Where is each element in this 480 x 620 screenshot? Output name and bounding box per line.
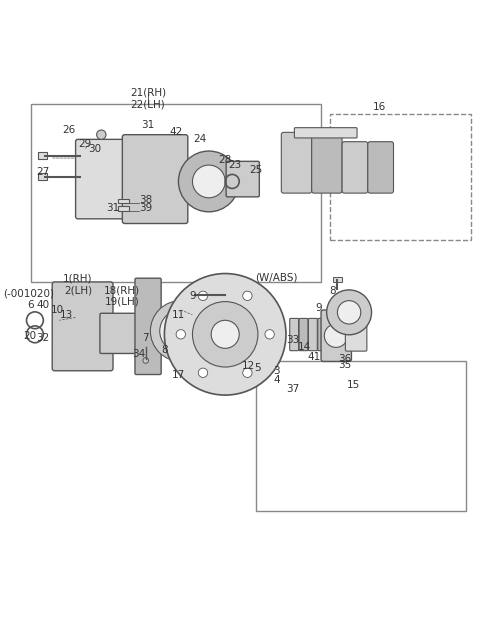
Text: 32: 32 xyxy=(36,333,49,343)
Text: (-001020): (-001020) xyxy=(3,289,54,299)
Circle shape xyxy=(192,165,225,198)
FancyBboxPatch shape xyxy=(118,199,130,203)
Text: 21(RH)
22(LH): 21(RH) 22(LH) xyxy=(130,88,166,110)
Circle shape xyxy=(176,330,185,339)
FancyBboxPatch shape xyxy=(318,319,327,351)
Circle shape xyxy=(150,301,211,361)
Text: 14: 14 xyxy=(298,342,312,352)
FancyBboxPatch shape xyxy=(100,313,149,353)
Text: 5: 5 xyxy=(254,363,261,373)
Text: 10: 10 xyxy=(50,305,63,315)
Text: 37: 37 xyxy=(287,384,300,394)
Text: 13: 13 xyxy=(60,309,73,320)
Text: 24: 24 xyxy=(193,135,206,144)
Text: 8: 8 xyxy=(329,286,336,296)
Text: 40: 40 xyxy=(36,300,49,311)
Text: 20: 20 xyxy=(24,330,37,341)
Text: 33: 33 xyxy=(287,335,300,345)
Text: 38: 38 xyxy=(139,195,152,205)
Text: 25: 25 xyxy=(249,165,262,175)
Text: 31: 31 xyxy=(107,203,120,213)
Text: 9: 9 xyxy=(315,303,322,312)
Text: 3: 3 xyxy=(273,366,280,376)
FancyBboxPatch shape xyxy=(38,173,47,180)
Text: 8: 8 xyxy=(161,345,168,355)
FancyBboxPatch shape xyxy=(38,152,47,159)
Circle shape xyxy=(176,326,185,335)
Circle shape xyxy=(179,151,239,212)
Circle shape xyxy=(243,368,252,378)
FancyBboxPatch shape xyxy=(290,319,299,351)
Text: 35: 35 xyxy=(338,360,351,370)
FancyBboxPatch shape xyxy=(135,278,161,374)
Circle shape xyxy=(96,130,106,140)
Circle shape xyxy=(192,301,258,367)
FancyBboxPatch shape xyxy=(75,140,127,219)
Text: 36: 36 xyxy=(338,354,351,364)
Text: 6: 6 xyxy=(27,300,34,311)
FancyBboxPatch shape xyxy=(122,135,188,223)
Circle shape xyxy=(265,330,274,339)
FancyBboxPatch shape xyxy=(281,132,312,193)
Circle shape xyxy=(198,291,208,301)
Circle shape xyxy=(143,358,148,363)
FancyBboxPatch shape xyxy=(345,318,367,351)
Text: 31: 31 xyxy=(142,120,155,130)
Text: 17: 17 xyxy=(172,371,185,381)
Text: 9: 9 xyxy=(189,291,196,301)
Circle shape xyxy=(165,273,286,395)
Circle shape xyxy=(327,290,372,335)
Circle shape xyxy=(198,368,208,378)
Text: 34: 34 xyxy=(132,350,145,360)
Text: 26: 26 xyxy=(62,125,75,135)
Circle shape xyxy=(160,310,202,352)
Text: 18(RH)
19(LH): 18(RH) 19(LH) xyxy=(104,285,141,307)
Text: 23: 23 xyxy=(228,160,241,170)
Text: 12: 12 xyxy=(242,361,255,371)
Text: 15: 15 xyxy=(347,380,360,390)
FancyBboxPatch shape xyxy=(309,319,317,351)
Text: (W/ABS): (W/ABS) xyxy=(255,272,298,282)
FancyBboxPatch shape xyxy=(333,277,342,282)
Text: 27: 27 xyxy=(36,167,49,177)
Text: 30: 30 xyxy=(88,144,101,154)
Text: 29: 29 xyxy=(78,139,92,149)
Text: 4: 4 xyxy=(273,375,280,385)
Circle shape xyxy=(243,291,252,301)
Text: 42: 42 xyxy=(169,127,183,138)
FancyBboxPatch shape xyxy=(368,142,394,193)
FancyBboxPatch shape xyxy=(299,319,308,351)
Text: 39: 39 xyxy=(139,203,152,213)
Text: 7: 7 xyxy=(143,333,149,343)
Text: 11: 11 xyxy=(172,309,185,320)
Text: 1(RH)
2(LH): 1(RH) 2(LH) xyxy=(63,273,93,295)
FancyBboxPatch shape xyxy=(294,128,357,138)
FancyBboxPatch shape xyxy=(226,161,259,197)
FancyBboxPatch shape xyxy=(342,142,368,193)
Text: 28: 28 xyxy=(218,156,232,166)
Text: 16: 16 xyxy=(373,102,386,112)
Circle shape xyxy=(211,321,239,348)
Circle shape xyxy=(324,324,348,347)
FancyBboxPatch shape xyxy=(52,282,113,371)
FancyBboxPatch shape xyxy=(118,206,130,211)
Circle shape xyxy=(169,319,192,343)
FancyBboxPatch shape xyxy=(321,310,351,361)
Circle shape xyxy=(337,301,361,324)
Text: 41: 41 xyxy=(307,352,321,361)
FancyBboxPatch shape xyxy=(312,132,342,193)
